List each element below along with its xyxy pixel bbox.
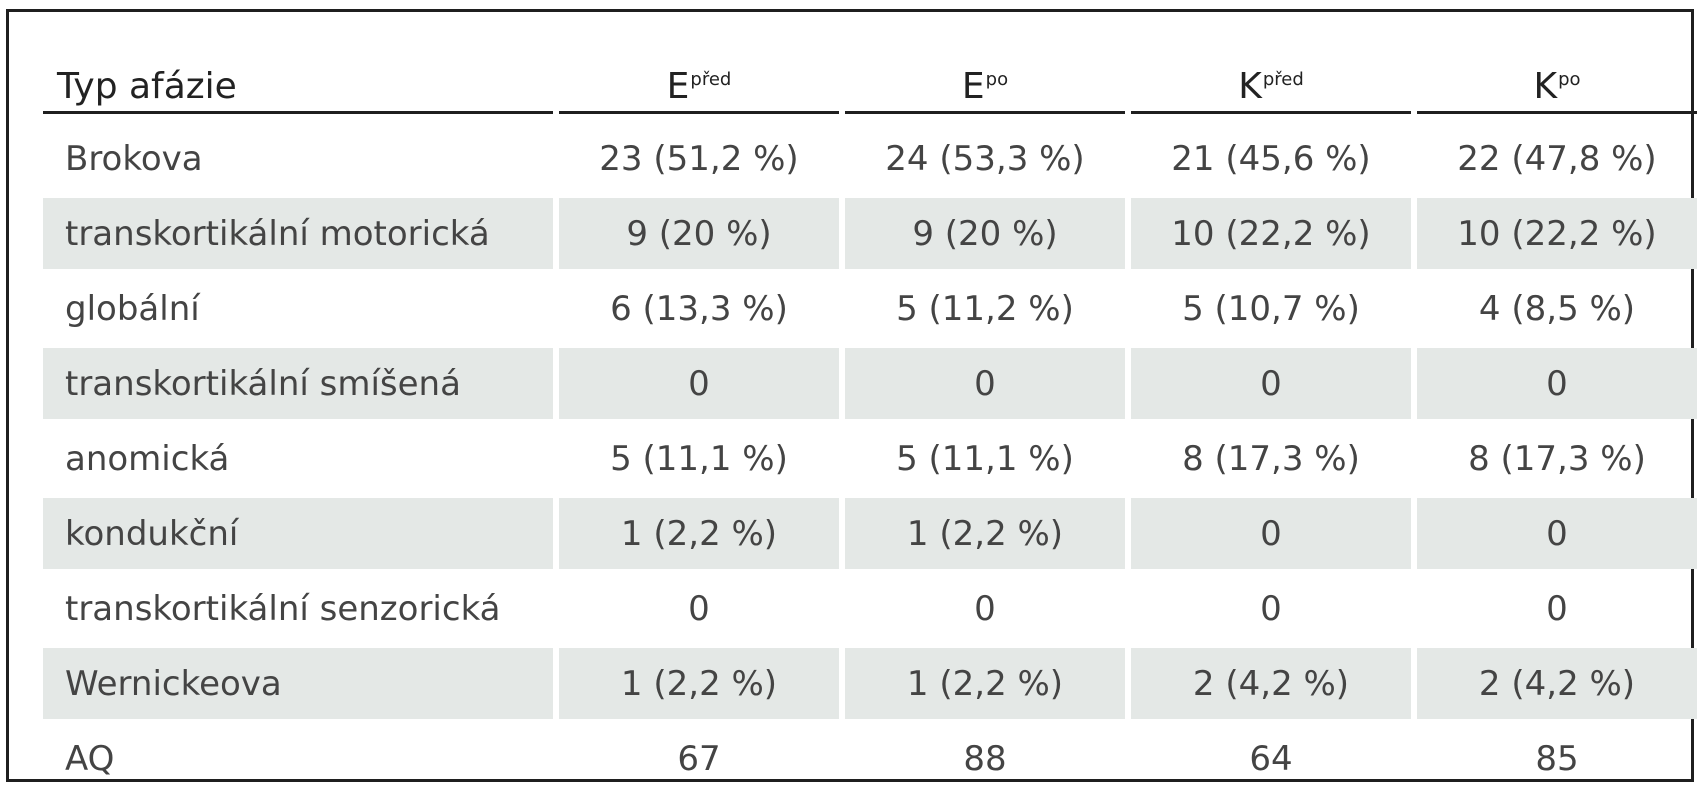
row-label: Wernickeova (43, 648, 553, 719)
header-k-po: Kpo (1533, 66, 1581, 107)
row-value: 1 (2,2 %) (559, 498, 839, 569)
row-value: 10 (22,2 %) (1131, 198, 1411, 269)
row-value: 23 (51,2 %) (599, 138, 799, 179)
row-value: 8 (17,3 %) (1468, 438, 1646, 479)
row-label: globální (65, 288, 200, 329)
header-e-po: Epo (961, 66, 1009, 107)
table-row: globální 6 (13,3 %) 5 (11,2 %) 5 (10,7 %) 4 … (43, 273, 1697, 344)
row-value: 0 (1417, 498, 1697, 569)
table-row: transkortikální motorická 9 (20 %) 9 (20 %… (43, 198, 1697, 269)
row-value: 5 (10,7 %) (1182, 288, 1360, 329)
row-value: 1 (2,2 %) (845, 648, 1125, 719)
table-body: Brokova 23 (51,2 %) 24 (53,3 %) 21 (45,6 %)… (43, 123, 1697, 794)
row-value: 0 (688, 588, 710, 629)
row-value: 10 (22,2 %) (1417, 198, 1697, 269)
row-value: 5 (11,1 %) (896, 438, 1074, 479)
header-rule (43, 111, 1697, 123)
aphasia-type-table: Typ afázie Epřed Epo Kpřed Kpo Brokova 23… (37, 47, 1703, 794)
row-value: 85 (1535, 738, 1579, 779)
table-row: Brokova 23 (51,2 %) 24 (53,3 %) 21 (45,6 %)… (43, 123, 1697, 194)
row-value: 64 (1249, 738, 1293, 779)
header-k-pred: Kpřed (1238, 66, 1304, 107)
row-value: 0 (1131, 348, 1411, 419)
table-row: transkortikální senzorická 0 0 0 0 (43, 573, 1697, 644)
row-value: 9 (20 %) (559, 198, 839, 269)
row-value: 0 (559, 348, 839, 419)
row-label: AQ (65, 738, 115, 779)
row-label: Brokova (65, 138, 203, 179)
row-value: 6 (13,3 %) (610, 288, 788, 329)
row-label: kondukční (43, 498, 553, 569)
row-value: 0 (1546, 588, 1568, 629)
row-label: anomická (65, 438, 230, 479)
row-value: 21 (45,6 %) (1171, 138, 1371, 179)
table-frame: Typ afázie Epřed Epo Kpřed Kpo Brokova 23… (6, 9, 1697, 782)
row-value: 2 (4,2 %) (1417, 648, 1697, 719)
row-value: 0 (1260, 588, 1282, 629)
row-value: 67 (677, 738, 721, 779)
row-value: 0 (845, 348, 1125, 419)
header-row: Typ afázie Epřed Epo Kpřed Kpo (43, 47, 1697, 111)
row-label: transkortikální smíšená (43, 348, 553, 419)
header-e-pred: Epřed (666, 66, 732, 107)
row-value: 88 (963, 738, 1007, 779)
row-value: 0 (1417, 348, 1697, 419)
table-row: AQ 67 88 64 85 (43, 723, 1697, 794)
row-label: transkortikální motorická (43, 198, 553, 269)
row-value: 9 (20 %) (845, 198, 1125, 269)
table-row: kondukční 1 (2,2 %) 1 (2,2 %) 0 0 (43, 498, 1697, 569)
row-label: transkortikální senzorická (65, 588, 501, 629)
table-row: transkortikální smíšená 0 0 0 0 (43, 348, 1697, 419)
row-value: 5 (11,1 %) (610, 438, 788, 479)
header-type: Typ afázie (57, 66, 237, 107)
table-row: Wernickeova 1 (2,2 %) 1 (2,2 %) 2 (4,2 %) 2 … (43, 648, 1697, 719)
row-value: 22 (47,8 %) (1457, 138, 1657, 179)
table-row: anomická 5 (11,1 %) 5 (11,1 %) 8 (17,3 %) 8 … (43, 423, 1697, 494)
row-value: 4 (8,5 %) (1478, 288, 1636, 329)
row-value: 0 (1131, 498, 1411, 569)
row-value: 8 (17,3 %) (1182, 438, 1360, 479)
row-value: 2 (4,2 %) (1131, 648, 1411, 719)
row-value: 0 (974, 588, 996, 629)
row-value: 1 (2,2 %) (559, 648, 839, 719)
row-value: 5 (11,2 %) (896, 288, 1074, 329)
row-value: 1 (2,2 %) (845, 498, 1125, 569)
row-value: 24 (53,3 %) (885, 138, 1085, 179)
